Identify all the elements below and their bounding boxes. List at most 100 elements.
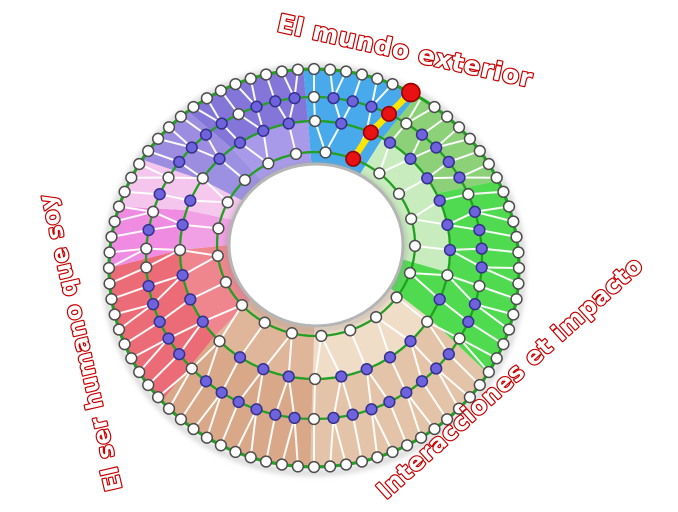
node-white[interactable] — [244, 72, 257, 85]
node-purple[interactable] — [146, 298, 160, 311]
node-white[interactable] — [162, 171, 175, 184]
node-purple[interactable] — [213, 152, 226, 165]
node-purple[interactable] — [415, 128, 429, 141]
node-purple[interactable] — [185, 141, 198, 154]
selected-node[interactable] — [362, 124, 379, 141]
node-white[interactable] — [490, 171, 503, 184]
node-purple[interactable] — [400, 386, 413, 399]
node-white[interactable] — [405, 212, 418, 225]
node-purple[interactable] — [142, 223, 155, 237]
node-purple[interactable] — [383, 136, 397, 149]
node-white[interactable] — [262, 157, 275, 170]
node-white[interactable] — [229, 77, 242, 91]
node-white[interactable] — [421, 315, 434, 328]
node-purple[interactable] — [257, 363, 270, 376]
node-purple[interactable] — [162, 332, 175, 345]
node-white[interactable] — [462, 188, 475, 201]
node-purple[interactable] — [184, 194, 197, 207]
node-purple[interactable] — [335, 370, 348, 383]
node-purple[interactable] — [462, 315, 475, 328]
node-white[interactable] — [187, 100, 200, 114]
node-purple[interactable] — [176, 269, 189, 282]
node-white[interactable] — [219, 276, 233, 289]
sector-green-upper-outer[interactable] — [436, 180, 519, 303]
node-purple[interactable] — [475, 242, 488, 255]
node-purple[interactable] — [441, 218, 454, 231]
node-purple[interactable] — [443, 243, 457, 257]
node-white[interactable] — [497, 185, 510, 198]
node-purple[interactable] — [383, 395, 396, 409]
node-purple[interactable] — [475, 261, 488, 274]
selected-node[interactable] — [401, 82, 421, 103]
selected-node[interactable] — [380, 105, 397, 122]
node-white[interactable] — [502, 200, 516, 213]
node-white[interactable] — [258, 316, 271, 329]
node-white[interactable] — [307, 412, 321, 426]
node-white[interactable] — [453, 332, 466, 345]
node-white[interactable] — [103, 246, 116, 259]
node-white[interactable] — [108, 308, 121, 321]
node-white[interactable] — [507, 215, 520, 228]
node-white[interactable] — [473, 378, 486, 392]
node-white[interactable] — [112, 323, 126, 336]
node-purple[interactable] — [288, 411, 301, 425]
node-purple[interactable] — [442, 347, 455, 361]
node-white[interactable] — [244, 451, 257, 464]
node-white[interactable] — [373, 167, 386, 180]
node-white[interactable] — [315, 329, 328, 343]
node-white[interactable] — [214, 439, 228, 452]
node-purple[interactable] — [360, 363, 373, 376]
node-purple[interactable] — [433, 293, 446, 306]
node-white[interactable] — [463, 391, 477, 404]
node-purple[interactable] — [430, 141, 443, 154]
node-white[interactable] — [187, 422, 200, 436]
node-white[interactable] — [212, 222, 225, 235]
node-purple[interactable] — [184, 293, 197, 306]
node-white[interactable] — [510, 230, 523, 244]
node-white[interactable] — [214, 84, 228, 97]
node-white[interactable] — [102, 261, 116, 275]
node-white[interactable] — [259, 68, 273, 81]
node-purple[interactable] — [335, 117, 348, 130]
sector-pink-pale-inner[interactable] — [186, 179, 243, 220]
node-white[interactable] — [452, 121, 466, 134]
node-purple[interactable] — [288, 91, 301, 105]
node-white[interactable] — [339, 458, 353, 471]
node-white[interactable] — [221, 196, 234, 209]
node-white[interactable] — [142, 144, 155, 158]
node-purple[interactable] — [282, 370, 295, 383]
node-white[interactable] — [125, 352, 138, 365]
node-purple[interactable] — [468, 205, 482, 218]
node-white[interactable] — [408, 239, 422, 253]
node-purple[interactable] — [233, 351, 247, 364]
node-white[interactable] — [125, 171, 138, 184]
node-white[interactable] — [390, 291, 403, 304]
node-purple[interactable] — [199, 128, 213, 141]
node-purple[interactable] — [250, 100, 263, 113]
node-purple[interactable] — [153, 188, 166, 201]
node-white[interactable] — [490, 352, 503, 365]
node-white[interactable] — [211, 249, 224, 262]
node-white[interactable] — [473, 144, 486, 158]
node-white[interactable] — [118, 338, 131, 351]
node-white[interactable] — [232, 107, 245, 121]
node-white[interactable] — [289, 147, 303, 161]
node-purple[interactable] — [433, 194, 446, 207]
node-white[interactable] — [140, 242, 153, 255]
node-white[interactable] — [103, 277, 116, 290]
node-purple[interactable] — [257, 124, 270, 137]
node-purple[interactable] — [453, 171, 466, 184]
node-white[interactable] — [307, 90, 321, 104]
node-purple[interactable] — [468, 298, 482, 311]
node-white[interactable] — [355, 455, 369, 468]
node-white[interactable] — [308, 114, 322, 128]
node-white[interactable] — [105, 292, 118, 306]
node-white[interactable] — [497, 338, 510, 351]
node-white[interactable] — [452, 402, 466, 415]
node-white[interactable] — [369, 310, 383, 324]
node-white[interactable] — [275, 65, 289, 78]
node-purple[interactable] — [176, 218, 189, 231]
sector-green-light-inner[interactable] — [359, 138, 437, 210]
node-white[interactable] — [344, 324, 357, 337]
node-purple[interactable] — [215, 386, 228, 399]
